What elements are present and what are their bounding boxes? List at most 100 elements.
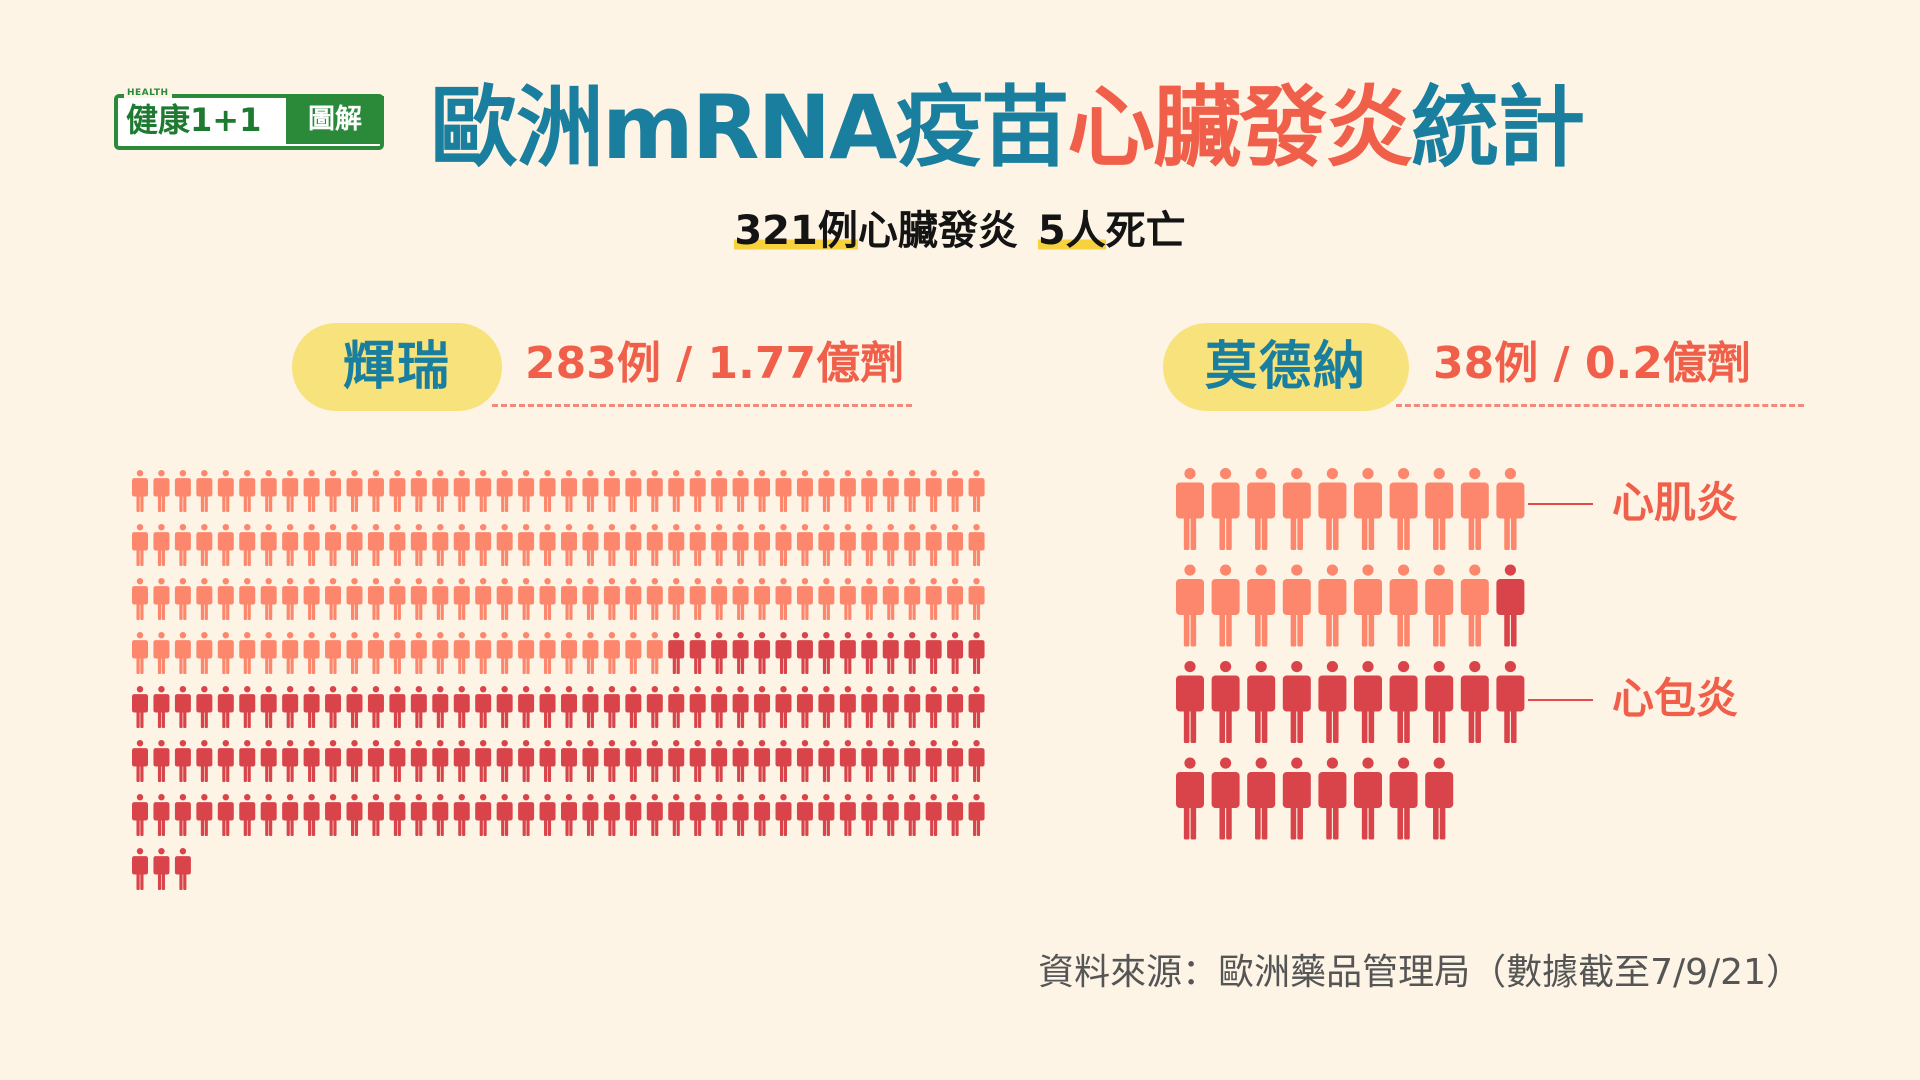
myocarditis-person-icon bbox=[282, 632, 299, 674]
pericarditis-person-icon bbox=[861, 686, 878, 728]
pericarditis-person-icon bbox=[325, 740, 342, 782]
myocarditis-person-icon bbox=[582, 632, 599, 674]
pericarditis-person-icon bbox=[153, 740, 170, 782]
myocarditis-person-icon bbox=[432, 524, 449, 566]
myocarditis-person-icon bbox=[518, 578, 535, 620]
myocarditis-person-icon bbox=[711, 578, 728, 620]
myocarditis-person-icon bbox=[153, 632, 170, 674]
pericarditis-person-icon bbox=[196, 794, 213, 836]
myocarditis-person-icon bbox=[861, 470, 878, 512]
myocarditis-person-icon bbox=[968, 578, 985, 620]
pericarditis-person-icon bbox=[282, 740, 299, 782]
myocarditis-person-icon bbox=[796, 524, 813, 566]
myocarditis-person-icon bbox=[732, 524, 749, 566]
myocarditis-person-icon bbox=[561, 524, 577, 566]
pericarditis-person-icon bbox=[475, 794, 492, 836]
myocarditis-person-icon bbox=[539, 524, 556, 566]
pericarditis-person-icon bbox=[668, 740, 685, 782]
myocarditis-person-icon bbox=[1247, 468, 1276, 550]
pericarditis-person-icon bbox=[1460, 661, 1489, 743]
pericarditis-person-icon bbox=[603, 794, 620, 836]
pericarditis-person-icon bbox=[947, 740, 964, 782]
myocarditis-person-icon bbox=[754, 524, 771, 566]
myocarditis-person-icon bbox=[603, 632, 620, 674]
pericarditis-person-icon bbox=[646, 686, 663, 728]
pericarditis-person-icon bbox=[646, 740, 663, 782]
pericarditis-person-icon bbox=[410, 740, 427, 782]
page-subtitle: 321例心臟發炎 5人死亡 bbox=[0, 198, 1920, 256]
myocarditis-person-icon bbox=[432, 578, 449, 620]
pericarditis-person-icon bbox=[732, 686, 749, 728]
pericarditis-person-icon bbox=[904, 740, 921, 782]
pericarditis-leader bbox=[1528, 699, 1593, 701]
pericarditis-person-icon bbox=[754, 686, 771, 728]
myocarditis-person-icon bbox=[389, 524, 406, 566]
pericarditis-person-icon bbox=[711, 686, 728, 728]
title-part-1: 歐洲mRNA疫苗 bbox=[430, 76, 1069, 179]
pericarditis-person-icon bbox=[496, 740, 513, 782]
myocarditis-person-icon bbox=[346, 470, 363, 512]
myocarditis-person-icon bbox=[518, 632, 535, 674]
pericarditis-person-icon bbox=[389, 740, 406, 782]
pericarditis-person-icon bbox=[453, 686, 470, 728]
pericarditis-person-icon bbox=[325, 686, 342, 728]
myocarditis-person-icon bbox=[325, 524, 342, 566]
pericarditis-person-icon bbox=[1425, 757, 1454, 840]
myocarditis-person-icon bbox=[625, 524, 642, 566]
pericarditis-person-icon bbox=[839, 686, 856, 728]
pericarditis-person-icon bbox=[475, 686, 492, 728]
myocarditis-person-icon bbox=[646, 578, 663, 620]
pericarditis-person-icon bbox=[689, 632, 706, 674]
pericarditis-person-icon bbox=[346, 794, 363, 836]
pericarditis-person-icon bbox=[1425, 661, 1454, 743]
page-title: 歐洲mRNA疫苗心臟發炎統計 bbox=[430, 76, 1585, 179]
myocarditis-person-icon bbox=[775, 578, 792, 620]
myocarditis-person-icon bbox=[904, 578, 921, 620]
myocarditis-person-icon bbox=[668, 578, 685, 620]
pericarditis-person-icon bbox=[1318, 757, 1347, 840]
moderna-icons bbox=[1176, 468, 1525, 840]
myocarditis-person-icon bbox=[668, 524, 685, 566]
subtitle-text-1: 心臟發炎 bbox=[857, 208, 1018, 254]
pericarditis-person-icon bbox=[153, 848, 170, 890]
pericarditis-person-icon bbox=[796, 794, 813, 836]
pericarditis-person-icon bbox=[603, 740, 620, 782]
myocarditis-person-icon bbox=[1318, 468, 1347, 550]
myocarditis-person-icon bbox=[303, 632, 320, 674]
pericarditis-person-icon bbox=[389, 686, 406, 728]
pericarditis-person-icon bbox=[260, 740, 277, 782]
pericarditis-person-icon bbox=[625, 686, 642, 728]
pericarditis-person-icon bbox=[861, 632, 878, 674]
pericarditis-person-icon bbox=[775, 686, 792, 728]
myocarditis-person-icon bbox=[882, 578, 899, 620]
pericarditis-person-icon bbox=[174, 686, 191, 728]
pericarditis-person-icon bbox=[389, 794, 406, 836]
pericarditis-person-icon bbox=[518, 686, 535, 728]
myocarditis-person-icon bbox=[518, 524, 535, 566]
pericarditis-person-icon bbox=[539, 794, 556, 836]
myocarditis-person-icon bbox=[1496, 468, 1525, 550]
myocarditis-person-icon bbox=[196, 470, 213, 512]
pericarditis-person-icon bbox=[625, 794, 642, 836]
pericarditis-person-icon bbox=[796, 740, 813, 782]
pericarditis-person-icon bbox=[239, 794, 256, 836]
pericarditis-person-icon bbox=[668, 794, 685, 836]
myocarditis-person-icon bbox=[582, 578, 599, 620]
myocarditis-person-icon bbox=[367, 578, 384, 620]
myocarditis-person-icon bbox=[1247, 564, 1276, 647]
myocarditis-person-icon bbox=[732, 578, 749, 620]
pericarditis-person-icon bbox=[1282, 757, 1311, 840]
pericarditis-person-icon bbox=[839, 794, 856, 836]
myocarditis-person-icon bbox=[475, 524, 492, 566]
myocarditis-person-icon bbox=[689, 524, 706, 566]
logo-suffix: 圖解 bbox=[286, 96, 384, 144]
pericarditis-person-icon bbox=[1389, 661, 1418, 743]
myocarditis-person-icon bbox=[754, 578, 771, 620]
pericarditis-person-icon bbox=[518, 794, 535, 836]
pericarditis-person-icon bbox=[1211, 757, 1240, 840]
pericarditis-person-icon bbox=[947, 686, 964, 728]
myocarditis-person-icon bbox=[625, 578, 642, 620]
myocarditis-person-icon bbox=[904, 470, 921, 512]
myocarditis-person-icon bbox=[153, 578, 170, 620]
myocarditis-person-icon bbox=[453, 470, 470, 512]
